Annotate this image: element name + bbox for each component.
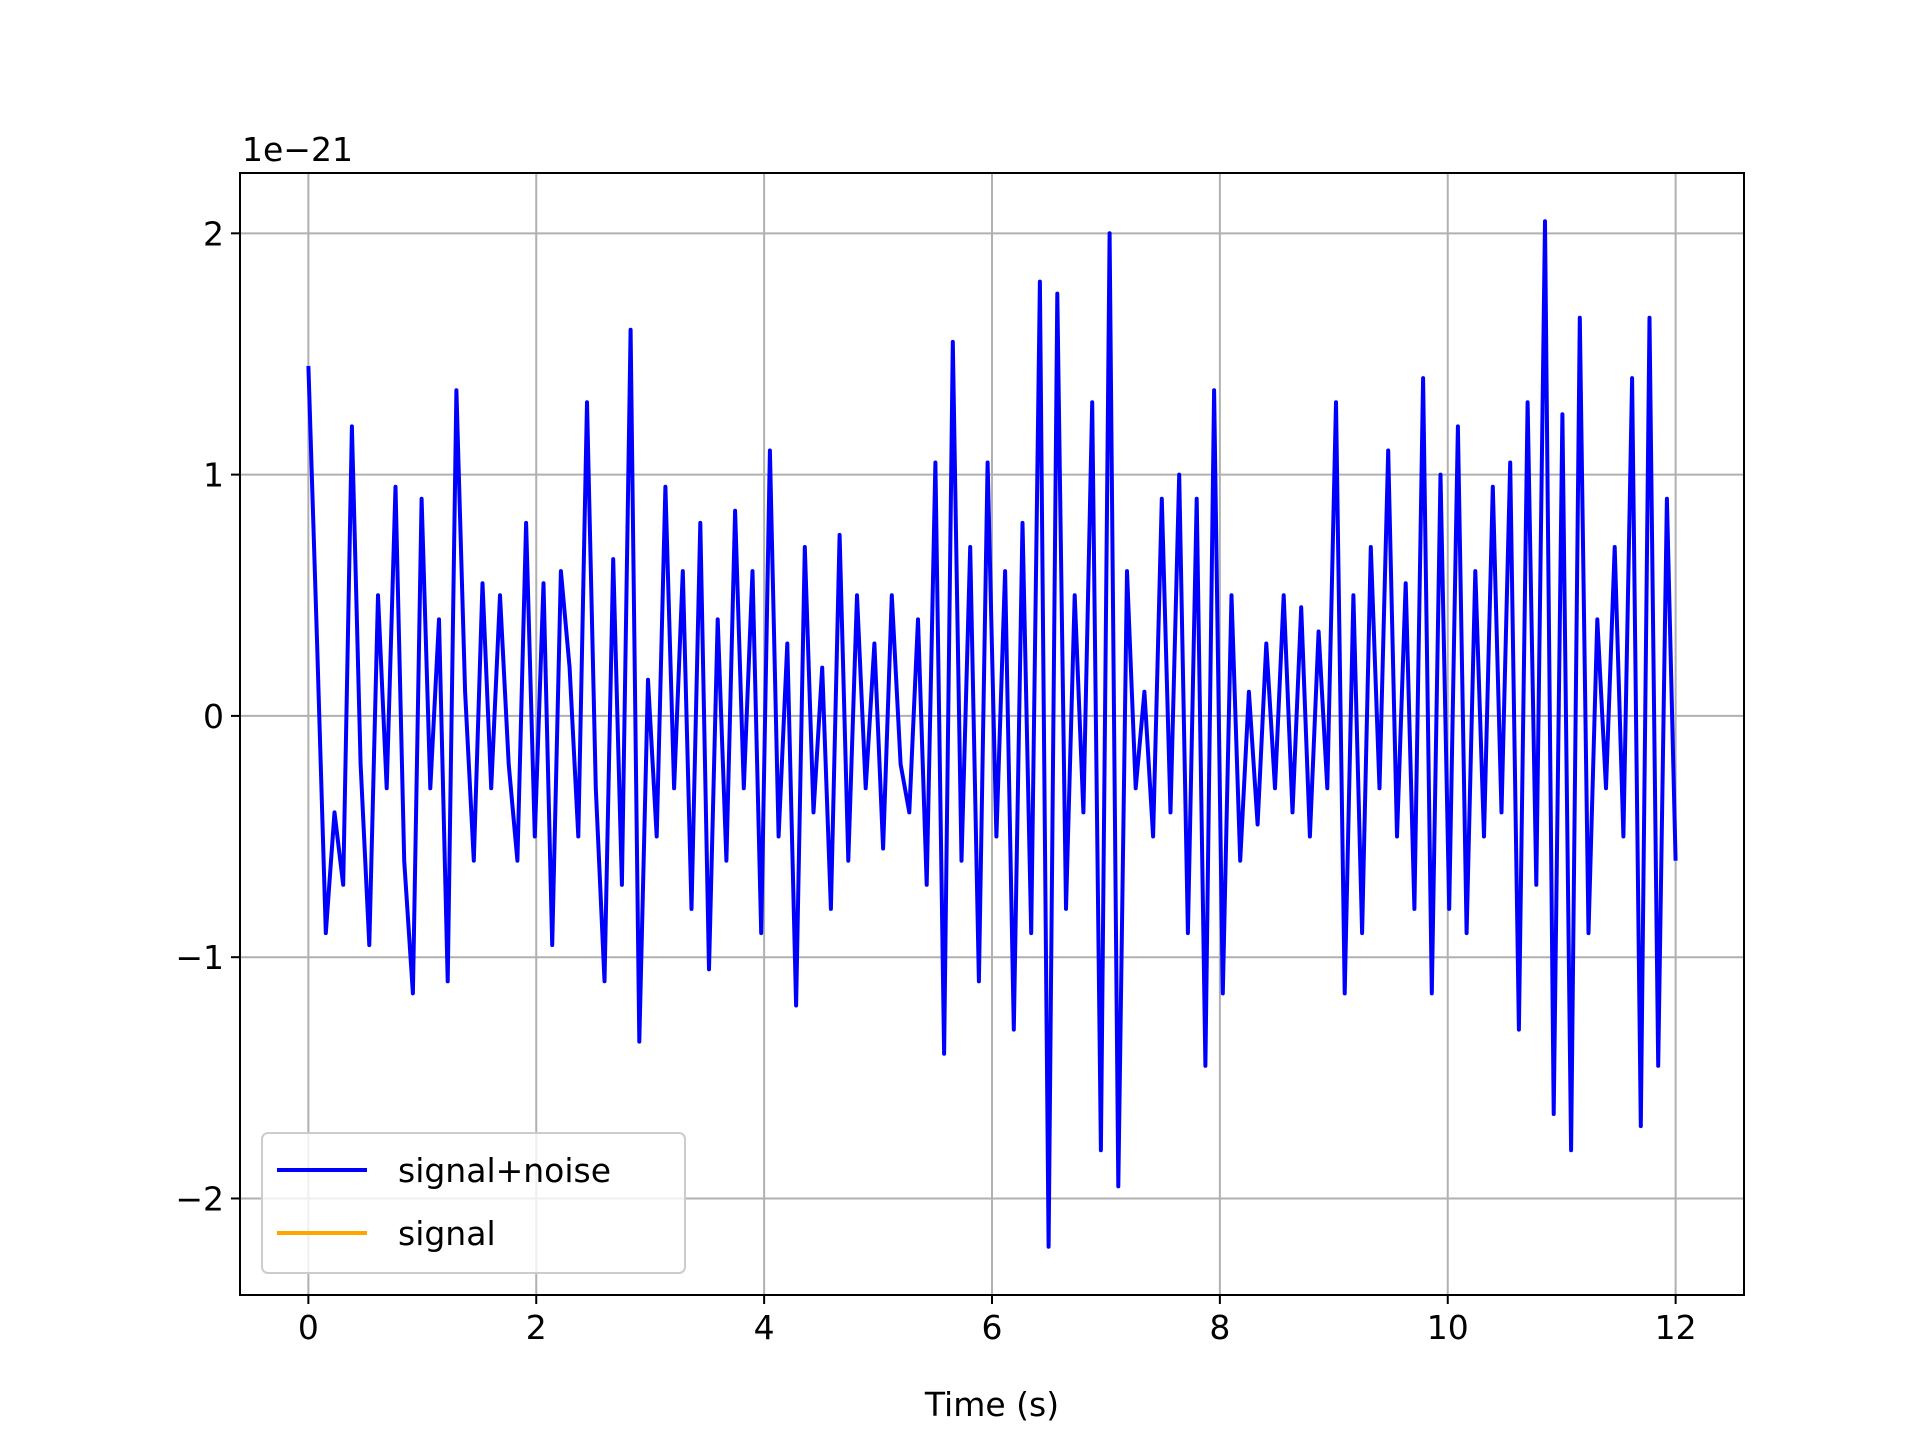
x-tick-label: 8 <box>1209 1308 1230 1347</box>
legend-label-signal-noise: signal+noise <box>398 1151 611 1190</box>
y-tick-label: −1 <box>175 938 224 977</box>
x-tick-label: 10 <box>1427 1308 1469 1347</box>
y-scale-label: 1e−21 <box>242 130 353 169</box>
legend: signal+noise signal <box>261 1132 686 1274</box>
y-tick-label: 0 <box>203 697 224 736</box>
x-tick-label: 2 <box>526 1308 547 1347</box>
x-tick-label: 12 <box>1655 1308 1697 1347</box>
series-layer <box>306 219 1678 1249</box>
y-tick-label: 2 <box>203 214 224 253</box>
legend-box <box>261 1132 686 1274</box>
y-tick-label: 1 <box>203 456 224 495</box>
x-axis-label: Time (s) <box>924 1385 1059 1424</box>
series-line-signal-noise <box>306 219 1678 1249</box>
x-tick-label: 6 <box>982 1308 1003 1347</box>
x-tick-label: 0 <box>298 1308 319 1347</box>
x-tick-label: 4 <box>754 1308 775 1347</box>
y-tick-label: −2 <box>175 1179 224 1218</box>
legend-label-signal: signal <box>398 1214 496 1253</box>
